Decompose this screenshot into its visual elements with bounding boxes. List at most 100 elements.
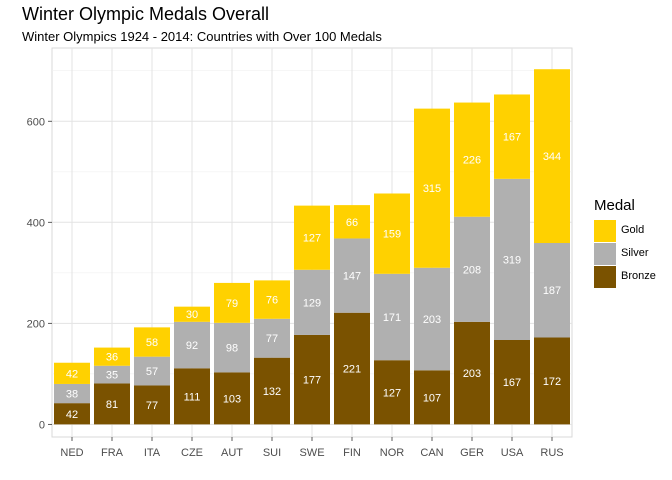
bar-silver-fra <box>94 365 130 384</box>
data-label-gold-ita: 58 <box>146 337 158 349</box>
data-label-silver-aut: 98 <box>226 343 238 355</box>
data-label-gold-can: 315 <box>423 183 441 195</box>
bar-silver-nor <box>374 273 410 361</box>
bar-bronze-nor <box>374 360 410 425</box>
bar-silver-aut <box>214 322 250 373</box>
data-label-bronze-ger: 203 <box>463 368 481 380</box>
data-label-silver-fra: 35 <box>106 370 118 382</box>
bar-gold-can <box>414 108 450 268</box>
bar-bronze-sui <box>254 357 290 425</box>
data-label-silver-can: 203 <box>423 314 441 326</box>
bar-gold-ita <box>134 327 170 357</box>
data-label-bronze-ita: 77 <box>146 400 158 412</box>
x-tick-label: NOR <box>380 447 405 459</box>
data-label-gold-nor: 159 <box>383 229 401 241</box>
x-tick-label: CAN <box>420 447 443 459</box>
data-label-bronze-rus: 172 <box>543 376 561 388</box>
y-tick-label: 600 <box>27 116 45 128</box>
data-label-gold-fra: 36 <box>106 352 118 364</box>
data-label-gold-sui: 76 <box>266 295 278 307</box>
bar-silver-ita <box>134 356 170 386</box>
data-label-gold-cze: 30 <box>186 309 198 321</box>
data-label-silver-rus: 187 <box>543 285 561 297</box>
x-tick-label: CZE <box>181 447 203 459</box>
x-tick-label: SUI <box>263 447 281 459</box>
data-label-silver-fin: 147 <box>343 271 361 283</box>
y-tick-label: 0 <box>39 419 45 431</box>
x-tick-label: SWE <box>299 447 324 459</box>
bar-silver-ned <box>54 383 90 404</box>
data-label-gold-aut: 79 <box>226 298 238 310</box>
bar-bronze-fra <box>94 383 130 425</box>
data-label-gold-rus: 344 <box>543 151 561 163</box>
data-label-gold-ned: 42 <box>66 368 78 380</box>
data-label-silver-cze: 92 <box>186 340 198 352</box>
bar-gold-ned <box>54 362 90 384</box>
x-tick-label: GER <box>460 447 484 459</box>
data-label-gold-swe: 127 <box>303 233 321 245</box>
legend-swatch-silver <box>594 243 616 265</box>
legend-label-gold: Gold <box>621 224 645 236</box>
legend-swatch-gold <box>594 220 616 242</box>
legend-label-silver: Silver <box>621 247 649 259</box>
x-tick-label: RUS <box>540 447 563 459</box>
data-label-gold-usa: 167 <box>503 132 521 144</box>
bar-gold-nor <box>374 193 410 274</box>
bar-bronze-aut <box>214 372 250 425</box>
data-label-silver-nor: 171 <box>383 312 401 324</box>
x-tick-label: ITA <box>144 447 161 459</box>
data-label-silver-usa: 319 <box>503 254 521 266</box>
data-label-bronze-fra: 81 <box>106 399 118 411</box>
x-tick-label: FIN <box>343 447 361 459</box>
bar-bronze-ned <box>54 403 90 425</box>
bar-silver-cze <box>174 321 210 369</box>
data-label-bronze-aut: 103 <box>223 393 241 405</box>
data-label-bronze-sui: 132 <box>263 386 281 398</box>
bar-gold-sui <box>254 280 290 319</box>
data-label-bronze-cze: 111 <box>184 391 201 403</box>
data-label-silver-ned: 38 <box>66 389 78 401</box>
bar-gold-cze <box>174 306 210 322</box>
bar-bronze-ita <box>134 385 170 425</box>
bar-gold-fin <box>334 205 370 239</box>
bar-bronze-usa <box>494 340 530 425</box>
bar-silver-fin <box>334 238 370 313</box>
chart-title: Winter Olympic Medals Overall <box>22 4 270 24</box>
bar-bronze-rus <box>534 337 570 425</box>
data-label-bronze-swe: 177 <box>303 375 321 387</box>
x-tick-label: USA <box>501 447 524 459</box>
x-tick-label: AUT <box>221 447 243 459</box>
bar-gold-rus <box>534 69 570 244</box>
data-label-silver-swe: 129 <box>303 297 321 309</box>
data-label-silver-ger: 208 <box>463 264 481 276</box>
data-label-bronze-fin: 221 <box>343 364 361 376</box>
bar-silver-ger <box>454 216 490 322</box>
data-label-bronze-nor: 127 <box>383 387 401 399</box>
legend-swatch-bronze <box>594 266 616 288</box>
bar-gold-swe <box>294 205 330 270</box>
bar-silver-rus <box>534 243 570 338</box>
bar-gold-usa <box>494 94 530 179</box>
bar-bronze-fin <box>334 312 370 425</box>
y-tick-label: 200 <box>27 318 45 330</box>
bar-silver-sui <box>254 318 290 358</box>
data-label-bronze-can: 107 <box>423 392 441 404</box>
data-label-gold-fin: 66 <box>346 217 358 229</box>
data-label-silver-ita: 57 <box>146 366 158 378</box>
bar-bronze-can <box>414 370 450 425</box>
data-label-silver-sui: 77 <box>266 333 278 345</box>
x-tick-label: NED <box>60 447 83 459</box>
x-tick-label: FRA <box>101 447 124 459</box>
bar-silver-usa <box>494 178 530 341</box>
data-label-bronze-ned: 42 <box>66 409 78 421</box>
bar-silver-swe <box>294 269 330 335</box>
y-tick-label: 400 <box>27 217 45 229</box>
data-label-gold-ger: 226 <box>463 155 481 167</box>
chart-subtitle: Winter Olympics 1924 - 2014: Countries w… <box>22 29 382 44</box>
bar-bronze-ger <box>454 321 490 425</box>
bar-gold-fra <box>94 347 130 366</box>
bar-gold-aut <box>214 282 250 323</box>
bar-gold-ger <box>454 102 490 217</box>
bar-silver-can <box>414 267 450 371</box>
